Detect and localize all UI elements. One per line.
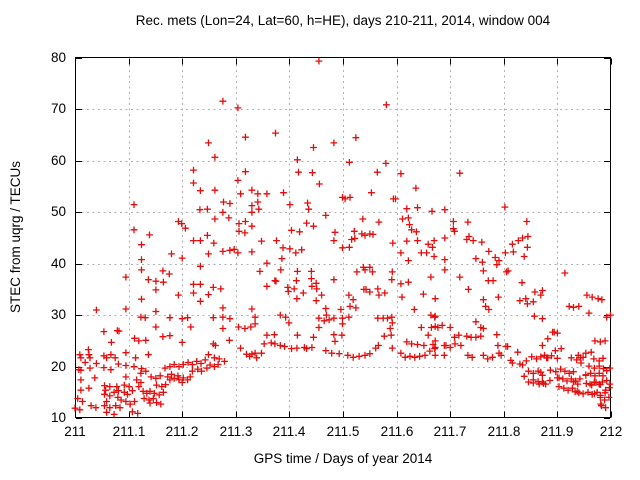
y-tick-label: 10 [50,410,66,425]
x-tick-label: 211.8 [487,424,521,439]
x-tick-label: 211.6 [380,424,414,439]
x-axis-label: GPS time / Days of year 2014 [253,451,433,466]
x-tick-label: 211 [64,424,86,439]
y-tick-label: 30 [50,307,66,322]
x-tick-label: 211.7 [433,424,467,439]
x-tick-label: 211.9 [540,424,574,439]
y-tick-label: 40 [50,256,66,271]
x-tick-label: 212 [599,424,623,439]
tick-marks [75,58,612,419]
x-tick-label: 211.1 [112,424,146,439]
x-tick-label: 211.4 [272,424,306,439]
y-tick-label: 60 [50,153,66,168]
x-tick-label: 211.3 [219,424,253,439]
y-tick-label: 20 [50,359,66,374]
scatter-points [71,57,614,418]
y-tick-label: 50 [50,204,66,219]
y-tick-label: 80 [50,50,66,65]
x-tick-label: 211.2 [165,424,199,439]
chart-title: Rec. mets (Lon=24, Lat=60, h=HE), days 2… [135,13,551,28]
gridlines [76,59,610,417]
y-tick-label: 70 [50,101,66,116]
x-tick-label: 211.5 [326,424,360,439]
